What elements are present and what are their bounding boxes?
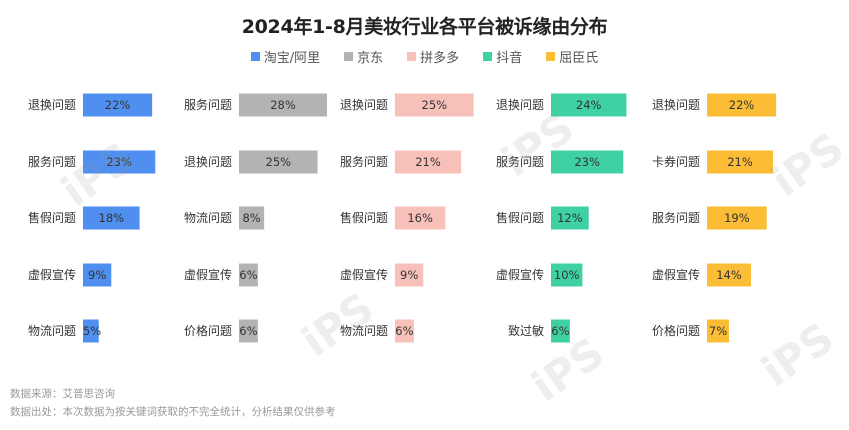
legend-label: 淘宝/阿里	[263, 51, 321, 66]
bar	[707, 263, 751, 287]
data-label: 5%	[83, 324, 101, 338]
data-label: 18%	[99, 211, 125, 225]
bar	[707, 93, 777, 117]
data-label: 21%	[415, 155, 441, 169]
bar	[83, 319, 99, 343]
bar	[551, 263, 583, 287]
legend-label: 京东	[357, 51, 384, 66]
bar	[395, 263, 424, 287]
data-label: 6%	[551, 324, 569, 338]
bar	[707, 150, 773, 174]
legend-item: 淘宝/阿里	[250, 47, 321, 66]
category-label: 退换问题	[652, 98, 700, 112]
data-label: 21%	[727, 155, 753, 169]
data-label: 23%	[574, 155, 600, 169]
legend-label: 屈臣氏	[559, 51, 599, 66]
data-label: 25%	[266, 155, 292, 169]
bar	[395, 319, 414, 343]
data-label: 7%	[709, 324, 727, 338]
category-label: 虚假宣传	[340, 267, 388, 282]
bar	[395, 150, 461, 174]
data-label: 9%	[88, 268, 106, 282]
chart-title: 2024年1-8月美妆行业各平台被诉缘由分布	[241, 16, 608, 38]
category-label: 退换问题	[496, 98, 544, 112]
legend-swatch	[407, 52, 417, 61]
data-label: 14%	[716, 268, 742, 282]
legend-label: 拼多多	[420, 51, 460, 66]
category-label: 价格问题	[184, 323, 232, 338]
category-label: 退换问题	[184, 155, 232, 169]
category-label: 致过敏	[508, 323, 544, 338]
bar	[83, 93, 153, 117]
category-label: 退换问题	[340, 98, 388, 112]
category-label: 卡券问题	[652, 154, 700, 169]
bar	[83, 206, 140, 230]
legend-item: 屈臣氏	[546, 47, 598, 66]
data-label: 24%	[576, 98, 602, 112]
data-label: 16%	[407, 211, 433, 225]
legend-swatch	[546, 52, 556, 61]
bar	[551, 206, 589, 230]
legend-item: 抖音	[483, 47, 522, 66]
category-label: 退换问题	[28, 98, 76, 112]
category-label: 物流问题	[184, 211, 232, 225]
data-label: 19%	[724, 211, 750, 225]
category-label: 虚假宣传	[28, 267, 76, 282]
category-label: 售假问题	[496, 210, 544, 225]
legend-swatch	[250, 52, 260, 61]
bar	[239, 263, 258, 287]
bar	[239, 93, 327, 117]
bar	[551, 319, 570, 343]
category-label: 服务问题	[28, 154, 76, 169]
category-label: 服务问题	[184, 97, 232, 112]
bar	[707, 319, 729, 343]
category-label: 虚假宣传	[496, 267, 544, 282]
data-label: 6%	[239, 324, 257, 338]
data-label: 23%	[106, 155, 132, 169]
footer-source: 数据来源：艾普思咨询	[10, 388, 115, 400]
bar	[551, 93, 627, 117]
legend-swatch	[344, 52, 354, 61]
data-label: 25%	[422, 98, 448, 112]
data-label: 6%	[239, 268, 257, 282]
bar	[83, 263, 112, 287]
bar	[551, 150, 624, 174]
data-label: 22%	[729, 98, 755, 112]
legend-label: 抖音	[496, 51, 523, 66]
bar	[83, 150, 156, 174]
legend-item: 京东	[344, 47, 383, 66]
data-label: 22%	[105, 98, 131, 112]
data-label: 10%	[554, 268, 580, 282]
category-label: 售假问题	[340, 210, 388, 225]
bar	[239, 150, 318, 174]
legend-item: 拼多多	[407, 47, 459, 66]
category-label: 服务问题	[496, 154, 544, 169]
bar	[395, 93, 474, 117]
legend-swatch	[483, 52, 493, 61]
category-label: 价格问题	[652, 323, 700, 338]
data-label: 8%	[242, 211, 260, 225]
category-label: 物流问题	[28, 324, 76, 338]
bar	[395, 206, 446, 230]
bar	[239, 206, 265, 230]
category-label: 服务问题	[652, 210, 700, 225]
category-label: 虚假宣传	[184, 267, 232, 282]
data-label: 9%	[400, 268, 418, 282]
bar	[707, 206, 767, 230]
bar	[239, 319, 258, 343]
footer-note: 数据出处：本次数据为按关键词获取的不完全统计，分析结果仅供参考	[10, 406, 336, 418]
data-label: 12%	[557, 211, 583, 225]
category-label: 虚假宣传	[652, 267, 700, 282]
category-label: 物流问题	[340, 324, 388, 338]
chart-legend: 淘宝/阿里 京东 拼多多 抖音 屈臣氏	[0, 47, 849, 66]
data-label: 28%	[270, 98, 296, 112]
category-label: 服务问题	[340, 154, 388, 169]
category-label: 售假问题	[28, 210, 76, 225]
data-label: 6%	[395, 324, 413, 338]
